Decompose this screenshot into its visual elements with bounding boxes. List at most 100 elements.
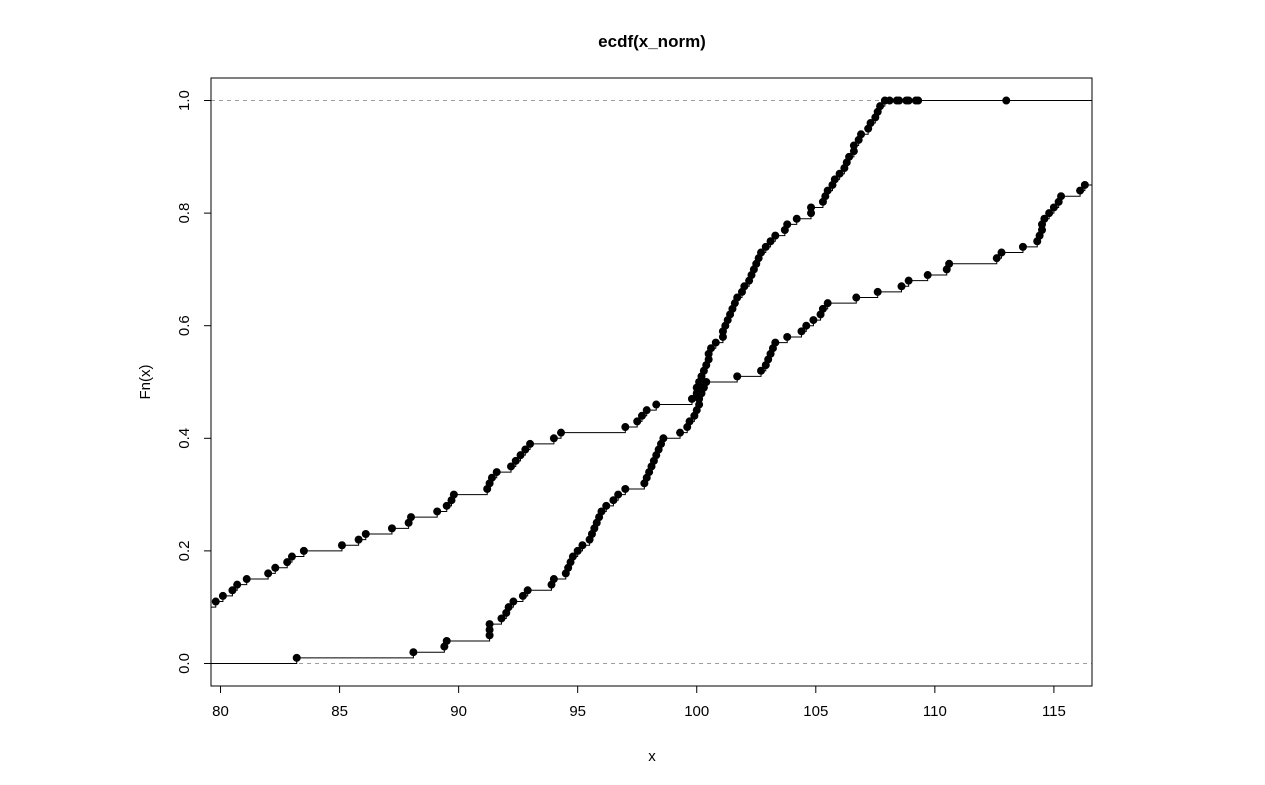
data-point	[835, 169, 844, 178]
x-axis-label: x	[648, 748, 656, 765]
data-point	[1002, 96, 1011, 105]
data-point	[557, 428, 566, 437]
data-point	[568, 552, 577, 561]
data-point	[1045, 209, 1054, 218]
data-point	[857, 130, 866, 139]
data-point	[885, 96, 894, 105]
data-point	[718, 332, 727, 341]
data-point	[904, 276, 913, 285]
data-point	[492, 468, 501, 477]
data-point	[1037, 226, 1046, 234]
data-point	[621, 484, 630, 493]
x-tick-label: 85	[331, 703, 348, 720]
y-axis-label: Fn(x)	[137, 365, 154, 400]
data-point	[485, 625, 494, 634]
data-point	[523, 586, 532, 595]
data-point	[637, 411, 646, 420]
data-point	[676, 428, 685, 437]
data-point	[876, 102, 885, 111]
data-point	[1076, 186, 1085, 195]
data-point	[211, 597, 220, 606]
data-point	[783, 332, 792, 341]
data-point	[409, 648, 418, 657]
data-point	[521, 445, 530, 454]
data-point	[914, 96, 923, 105]
y-tick-label: 0.4	[176, 428, 193, 449]
data-point	[578, 541, 587, 550]
data-point	[766, 237, 775, 246]
data-point	[659, 434, 668, 443]
data-point	[849, 141, 858, 150]
data-point	[1049, 203, 1058, 212]
data-point	[849, 147, 858, 156]
data-point	[271, 563, 280, 572]
chart-title: ecdf(x_norm)	[598, 32, 706, 51]
x-tick-label: 90	[450, 703, 467, 720]
data-point	[702, 378, 711, 386]
data-point	[771, 338, 780, 347]
data-point	[485, 631, 494, 640]
data-point	[504, 603, 513, 612]
data-point	[433, 507, 442, 516]
data-point	[614, 490, 623, 499]
data-point	[487, 473, 496, 482]
data-point	[945, 259, 954, 268]
data-point	[1080, 180, 1089, 189]
data-point	[602, 501, 611, 510]
ecdf-step-line-2	[211, 100, 1092, 608]
x-tick-label: 95	[569, 703, 586, 720]
data-point	[1018, 242, 1027, 251]
data-point	[792, 214, 801, 223]
data-point	[704, 355, 713, 364]
data-point	[733, 293, 742, 302]
data-point	[807, 209, 816, 218]
data-point	[830, 175, 839, 184]
data-point	[818, 304, 827, 313]
data-point	[652, 400, 661, 409]
data-point	[511, 456, 520, 465]
data-point	[292, 653, 301, 662]
data-point	[687, 394, 696, 403]
data-point	[609, 496, 618, 505]
data-points	[211, 96, 1089, 662]
data-point	[757, 366, 766, 375]
data-point	[997, 248, 1006, 257]
data-point	[228, 586, 237, 595]
data-point	[866, 119, 875, 128]
x-tick-label: 100	[684, 703, 709, 720]
data-point	[695, 400, 704, 409]
y-tick-label: 0.6	[176, 315, 193, 336]
data-point	[845, 152, 854, 161]
step-lines	[211, 100, 1092, 664]
data-point	[809, 316, 818, 325]
data-point	[516, 451, 525, 460]
data-point	[518, 591, 527, 600]
data-point	[992, 254, 1001, 263]
data-point	[823, 186, 832, 195]
data-point	[597, 507, 606, 516]
data-point	[354, 535, 363, 544]
data-point	[685, 417, 694, 426]
data-point	[549, 434, 558, 443]
data-point	[485, 620, 494, 629]
data-point	[802, 321, 811, 330]
data-point	[242, 575, 251, 584]
data-point	[361, 530, 370, 538]
x-tick-label: 80	[212, 703, 229, 720]
data-point	[692, 389, 701, 398]
y-tick-label: 0.0	[176, 653, 193, 674]
y-tick-label: 1.0	[176, 90, 193, 111]
data-point	[507, 462, 516, 471]
x-tick-label: 105	[803, 703, 828, 720]
data-point	[509, 597, 518, 606]
data-point	[497, 614, 506, 623]
data-point	[299, 546, 308, 555]
data-point	[897, 282, 906, 291]
data-point	[287, 552, 296, 561]
data-point	[1057, 192, 1066, 201]
data-point	[797, 327, 806, 336]
data-point	[923, 271, 932, 280]
data-point	[895, 96, 904, 105]
data-point	[233, 580, 242, 589]
